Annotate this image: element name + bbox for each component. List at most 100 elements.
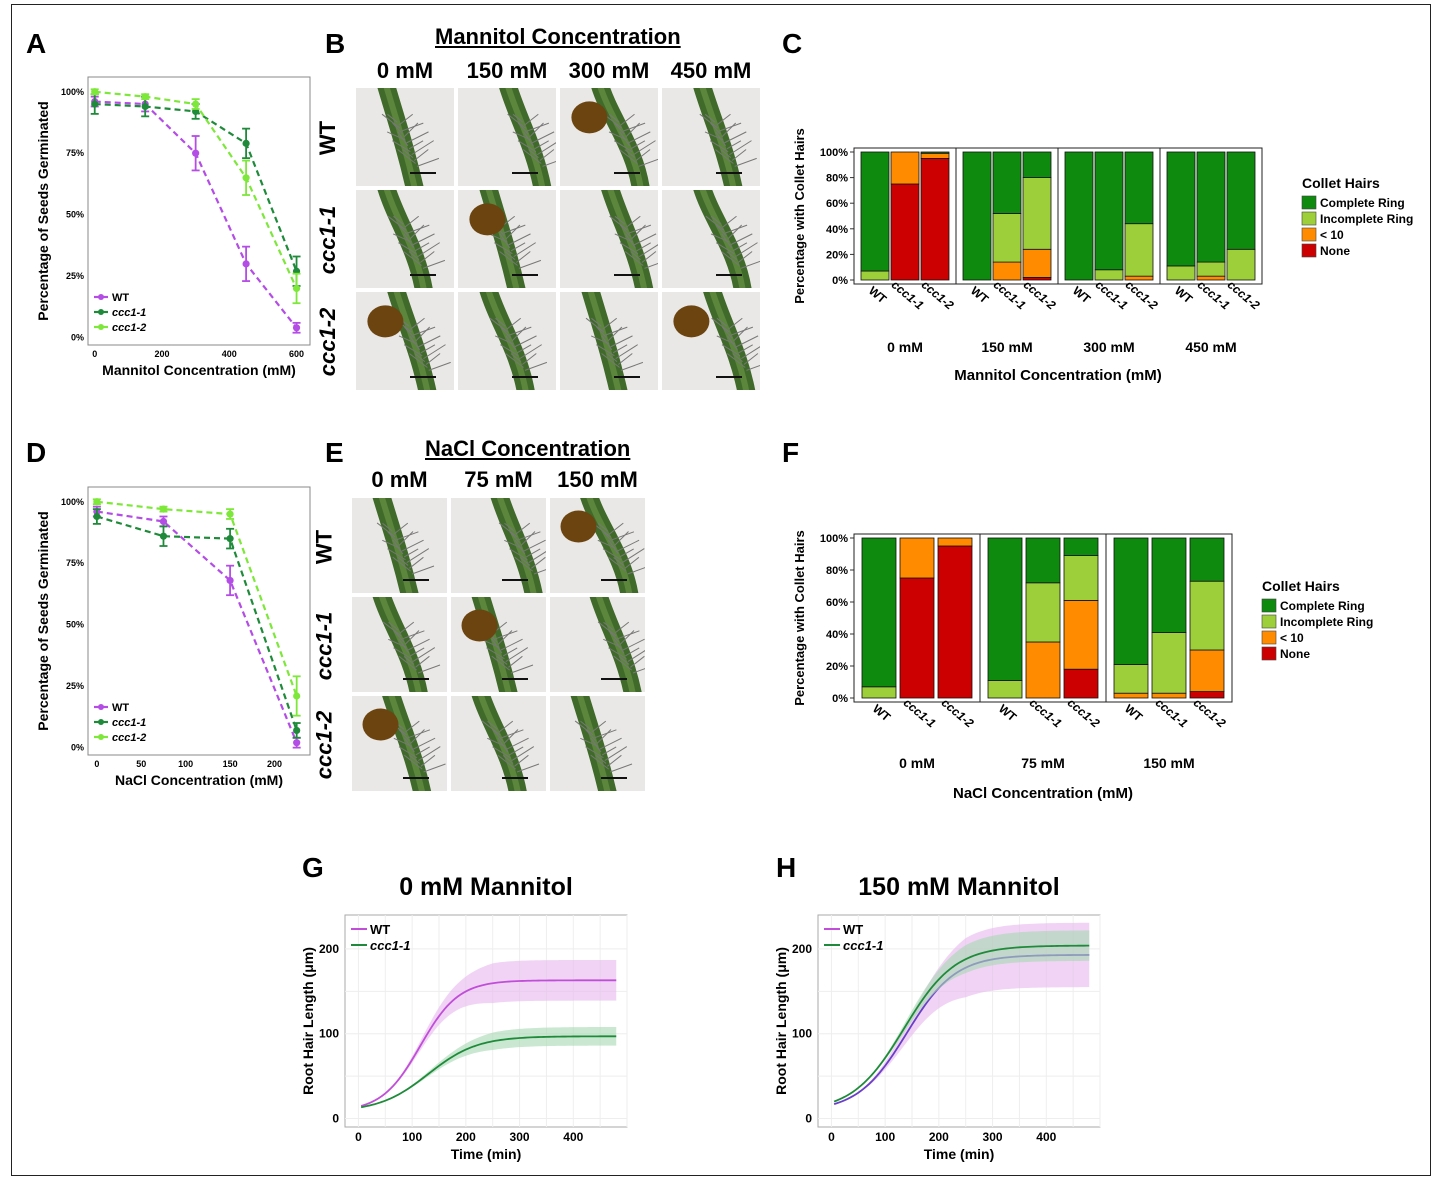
bar-segment	[1196, 151, 1226, 263]
chart-h: 150 mM Mannitol 0 100 200 0 100 200 300 400 Time …	[773, 873, 1101, 1162]
legend-label: ccc1-1	[370, 938, 410, 953]
bar-category-label: WT	[1172, 284, 1196, 307]
legend-swatch	[1261, 630, 1277, 645]
bar-segment	[937, 537, 973, 547]
x-tick-label: 0	[92, 349, 97, 359]
bar-category-label: WT	[866, 284, 890, 307]
bar-segment	[1151, 632, 1187, 694]
photo-col-header: 300 mM	[568, 58, 650, 83]
seedling-photo	[662, 292, 760, 390]
legend-label: < 10	[1280, 631, 1304, 645]
y-tick-label: 0%	[71, 333, 84, 343]
x-axis-label: NaCl Concentration (mM)	[953, 785, 1133, 802]
panel-label-h: H	[776, 852, 797, 883]
y-axis-label: Percentage of Seeds Germinated	[35, 511, 51, 730]
legend-label: ccc1-1	[112, 307, 146, 319]
y-tick-label: 0%	[71, 743, 84, 753]
bar-segment	[1226, 151, 1256, 250]
legend-label: < 10	[1320, 228, 1344, 242]
y-axis-label: Root Hair Length (μm)	[773, 947, 789, 1095]
data-point	[226, 576, 234, 585]
y-tick-label: 25%	[66, 681, 84, 691]
bar-segment	[1113, 692, 1149, 699]
y-axis-label: Percentage of Seeds Germinated	[35, 101, 51, 320]
bar-segment	[992, 261, 1022, 281]
bar-segment	[890, 183, 920, 281]
data-point	[159, 517, 168, 526]
bar-segment	[992, 151, 1022, 214]
legend-label: Incomplete Ring	[1280, 615, 1373, 629]
chart-title: 0 mM Mannitol	[399, 873, 573, 901]
y-tick-label: 0	[805, 1112, 812, 1126]
y-tick-label: 40%	[826, 629, 848, 641]
bar-category-label: ccc1-1	[1195, 278, 1233, 313]
panel-label-c: C	[782, 28, 803, 59]
confidence-band	[361, 959, 617, 1106]
group-label: 150 mM	[1143, 755, 1194, 771]
x-tick-label: 400	[222, 349, 237, 359]
y-tick-label: 100%	[820, 147, 848, 159]
y-tick-label: 0%	[832, 275, 848, 287]
y-tick-label: 25%	[66, 271, 84, 281]
bar-category-label: ccc1-2	[1123, 278, 1161, 313]
bar-category-label: ccc1-2	[1065, 696, 1103, 731]
legend-swatch	[1261, 614, 1277, 629]
data-point	[226, 535, 234, 543]
bar-segment	[1189, 580, 1225, 651]
y-tick-label: 100	[319, 1027, 339, 1041]
bar-segment	[1189, 691, 1225, 699]
bar-segment	[1189, 537, 1225, 582]
data-point	[159, 532, 168, 540]
bar-category-label: ccc1-2	[919, 278, 957, 313]
data-point	[192, 149, 200, 157]
bar-segment	[937, 545, 973, 699]
plot-area	[344, 914, 628, 1128]
chart-f: Percentage with Collet Hairs 0% 20% 40% 60% 8…	[792, 530, 1373, 802]
legend-label: ccc1-1	[843, 938, 883, 953]
seedling-photo	[550, 696, 645, 791]
seedling-photo	[356, 88, 454, 186]
legend-label: WT	[843, 922, 863, 937]
x-tick-label: 100	[875, 1130, 895, 1144]
photo-col-header: 75 mM	[464, 467, 533, 492]
bar-segment	[1166, 151, 1196, 267]
bar-segment	[1063, 600, 1099, 670]
bar-segment	[1022, 177, 1052, 250]
y-tick-label: 60%	[826, 198, 848, 210]
legend-marker	[98, 309, 104, 315]
y-tick-label: 75%	[66, 558, 84, 568]
y-tick-label: 100%	[61, 87, 84, 97]
bar-segment	[962, 151, 992, 281]
legend-label: None	[1280, 647, 1310, 661]
group-label: 0 mM	[887, 339, 923, 355]
y-axis-label: Percentage with Collet Hairs	[792, 128, 807, 304]
x-tick-label: 400	[563, 1130, 583, 1144]
data-point	[292, 324, 301, 332]
photo-b-title: Mannitol Concentration	[435, 24, 681, 49]
y-tick-label: 100	[792, 1027, 812, 1041]
x-axis-label: Mannitol Concentration (mM)	[102, 362, 296, 378]
panel-label-d: D	[26, 437, 47, 468]
bar-category-label: ccc1-2	[939, 696, 977, 731]
data-point	[192, 100, 200, 108]
seedling-photo	[458, 292, 556, 390]
bar-category-label: ccc1-1	[901, 696, 939, 731]
legend-label: Incomplete Ring	[1320, 212, 1413, 226]
y-tick-label: 200	[319, 942, 339, 956]
x-axis-label: NaCl Concentration (mM)	[115, 772, 283, 788]
x-tick-label: 200	[267, 759, 282, 769]
x-tick-label: 150	[223, 759, 238, 769]
photo-col-header: 0 mM	[371, 467, 428, 492]
panel-label-a: A	[26, 28, 47, 59]
data-point	[93, 512, 101, 521]
bar-segment	[1094, 151, 1124, 271]
bar-category-label: ccc1-1	[1093, 278, 1131, 313]
photo-col-header: 150 mM	[557, 467, 638, 492]
seedling-photo	[560, 292, 658, 390]
y-tick-label: 100%	[61, 497, 84, 507]
legend-swatch	[1301, 243, 1317, 258]
data-point	[293, 739, 301, 747]
bar-category-label: ccc1-1	[889, 278, 927, 313]
photo-col-header: 450 mM	[670, 58, 752, 83]
series-line	[360, 979, 617, 1107]
